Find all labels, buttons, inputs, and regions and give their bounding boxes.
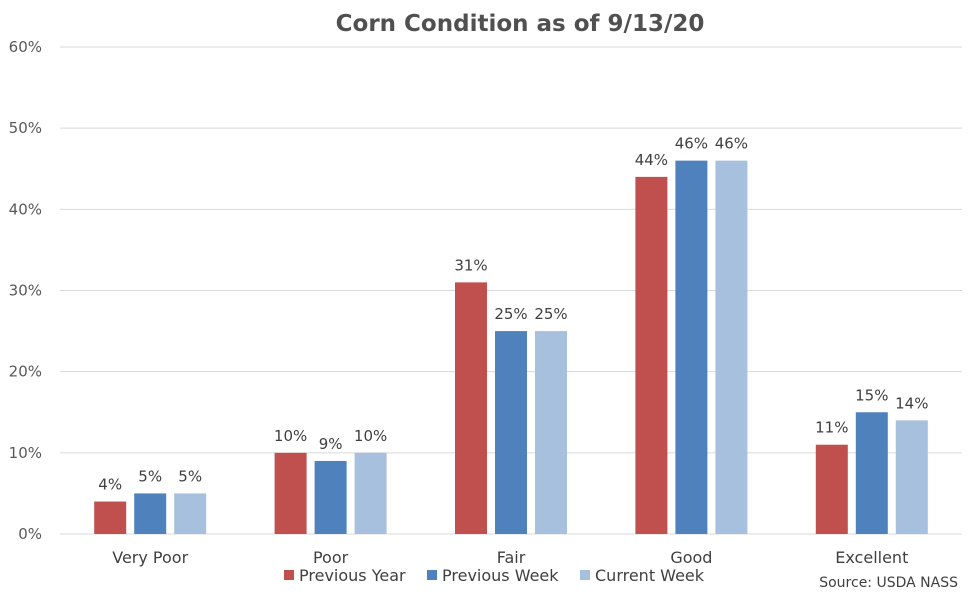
data-label: 9% [319, 435, 343, 453]
x-category-label: Excellent [835, 548, 908, 567]
x-category-label: Fair [497, 548, 526, 567]
data-label: 46% [675, 135, 708, 153]
chart-title: Corn Condition as of 9/13/20 [336, 11, 705, 37]
legend-swatch [284, 570, 294, 580]
bar-previous-year [94, 501, 127, 534]
bar-previous-week [675, 160, 708, 534]
bar-current-week [354, 452, 387, 534]
source-note: Source: USDA NASS [819, 575, 958, 591]
legend-label: Previous Year [299, 566, 406, 585]
data-label: 31% [454, 256, 487, 274]
bar-previous-year [274, 452, 307, 534]
data-label: 4% [98, 476, 122, 494]
y-tick-label: 40% [9, 200, 42, 218]
legend-label: Previous Week [442, 566, 559, 585]
data-label: 46% [715, 135, 748, 153]
data-label: 10% [274, 427, 307, 445]
bar-current-week [895, 420, 928, 534]
legend-swatch [580, 570, 590, 580]
bar-previous-week [134, 493, 167, 534]
data-label: 15% [855, 386, 888, 404]
data-label: 44% [635, 151, 668, 169]
legend-item: Previous Week [427, 566, 559, 585]
data-label: 25% [534, 305, 567, 323]
legend: Previous Year Previous Week Current Week [284, 566, 705, 585]
y-tick-label: 20% [9, 363, 42, 381]
y-tick-label: 0% [18, 525, 42, 543]
bar-previous-week [495, 331, 527, 534]
bar-previous-week [314, 460, 347, 534]
y-tick-label: 10% [9, 444, 42, 462]
data-label: 25% [494, 305, 527, 323]
bar-previous-year [815, 444, 848, 534]
y-tick-label: 60% [9, 38, 42, 56]
data-labels: 4% 5% 5% 10% 9% 10% 31% 25% 25% 44% 46% 46% 11% 15% 14… [98, 135, 928, 494]
data-label: 14% [895, 394, 928, 412]
legend-item: Current Week [580, 566, 705, 585]
bar-previous-week [855, 412, 888, 534]
y-tick-label: 50% [9, 119, 42, 137]
x-category-label: Good [670, 548, 712, 567]
bar-previous-year [455, 282, 487, 534]
bar-current-week [715, 160, 748, 534]
data-label: 5% [178, 467, 202, 485]
bar-current-week [535, 331, 567, 534]
y-axis-ticks: 0% 10% 20% 30% 40% 50% 60% [9, 38, 42, 543]
bar-previous-year [635, 176, 668, 534]
bars [94, 160, 928, 534]
data-label: 10% [354, 427, 387, 445]
legend-swatch [427, 570, 437, 580]
x-category-label: Very Poor [112, 548, 188, 567]
bar-current-week [174, 493, 207, 534]
data-label: 5% [138, 467, 162, 485]
legend-item: Previous Year [284, 566, 406, 585]
x-category-label: Poor [313, 548, 349, 567]
x-axis-categories: Very Poor Poor Fair Good Excellent [112, 548, 908, 567]
y-tick-label: 30% [9, 282, 42, 300]
data-label: 11% [815, 419, 848, 437]
legend-label: Current Week [595, 566, 705, 585]
